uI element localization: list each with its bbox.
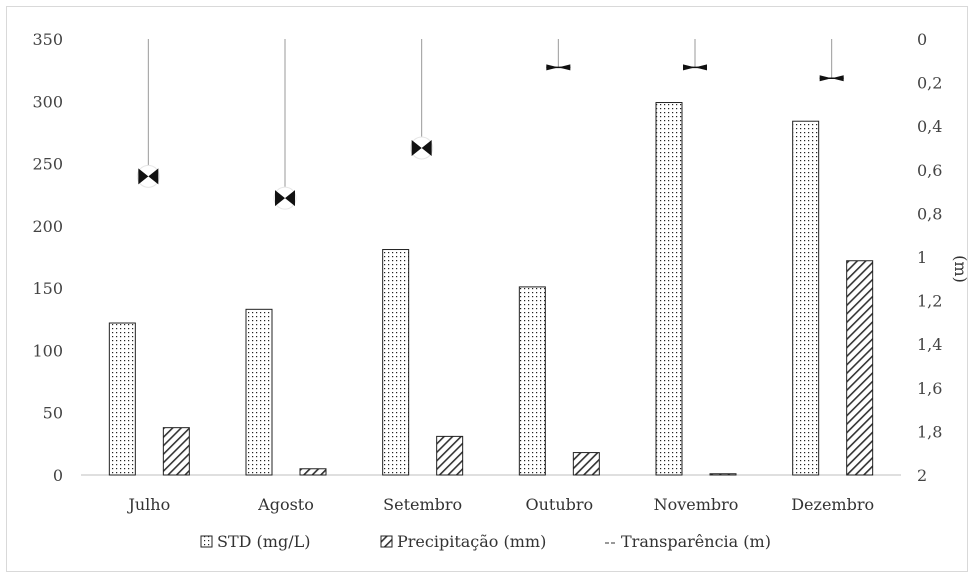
category-label: Setembro (383, 495, 462, 514)
bar-std (792, 120, 820, 476)
right-tick-label: 1,4 (917, 335, 942, 354)
legend-swatch-std (200, 535, 213, 548)
transparency-marker (411, 140, 432, 156)
bar-std (655, 102, 683, 476)
right-tick-label: 1,2 (917, 292, 942, 311)
right-axis-ticks: 0 0,2 0,4 0,6 0,8 1 1,2 1,4 1,6 1,8 2 (917, 30, 942, 485)
bar-precipitacao (709, 473, 737, 476)
bar-precipitacao (572, 452, 600, 476)
right-tick-label: 0,8 (917, 204, 942, 223)
bar-precipitacao (162, 427, 190, 476)
bar-std (518, 286, 546, 476)
category-label: Novembro (654, 495, 739, 514)
transparency-marker (546, 64, 571, 71)
legend-label-transparencia: Transparência (m) (621, 532, 771, 551)
category-label: Julho (126, 495, 170, 514)
right-tick-label: 0,6 (917, 161, 942, 180)
right-tick-label: 2 (917, 466, 927, 485)
right-axis-label: (m) (951, 255, 969, 283)
left-axis-ticks: 350 300 250 200 150 100 50 0 (32, 30, 63, 485)
bar-precipitacao (299, 468, 327, 476)
category-labels: Julho Agosto Setembro Outubro Novembro Dezemb… (126, 495, 874, 514)
category-label: Outubro (525, 495, 593, 514)
right-tick-label: 0,4 (917, 117, 942, 136)
transparency-marker (275, 190, 295, 207)
left-tick-label: 50 (43, 404, 63, 423)
bar-std (382, 249, 410, 476)
right-tick-label: 1,8 (917, 422, 942, 441)
transparency-marker (683, 64, 707, 71)
legend: STD (mg/L) Precipitação (mm) Transparência… (200, 532, 771, 551)
right-tick-label: 1 (917, 248, 927, 267)
bar-std (245, 308, 273, 476)
right-tick-label: 0 (917, 30, 927, 49)
left-tick-label: 350 (32, 30, 63, 49)
right-tick-label: 0,2 (917, 74, 942, 93)
right-tick-label: 1,6 (917, 379, 942, 398)
left-tick-label: 200 (32, 217, 63, 236)
bars-group (108, 102, 874, 476)
category-label: Dezembro (791, 495, 874, 514)
transparency-group (136, 39, 844, 210)
left-tick-label: 250 (32, 155, 63, 174)
left-tick-label: 100 (32, 341, 63, 360)
category-label: Agosto (257, 495, 314, 514)
legend-swatch-precipitacao (380, 535, 393, 548)
transparency-marker (138, 168, 159, 185)
left-tick-label: 150 (32, 279, 63, 298)
left-tick-label: 0 (53, 466, 63, 485)
chart-svg: 350 300 250 200 150 100 50 0 0 0,2 0,4 0,6 0,8 1 1,2 1… (32, 30, 969, 551)
bar-precipitacao (846, 260, 874, 476)
bar-precipitacao (436, 435, 464, 476)
chart-frame: 350 300 250 200 150 100 50 0 0 0,2 0,4 0,6 0,8 1 1,2 1… (6, 6, 969, 572)
left-tick-label: 300 (32, 92, 63, 111)
bar-std (108, 322, 136, 476)
legend-label-std: STD (mg/L) (217, 532, 310, 551)
legend-label-precipitacao: Precipitação (mm) (397, 532, 546, 551)
